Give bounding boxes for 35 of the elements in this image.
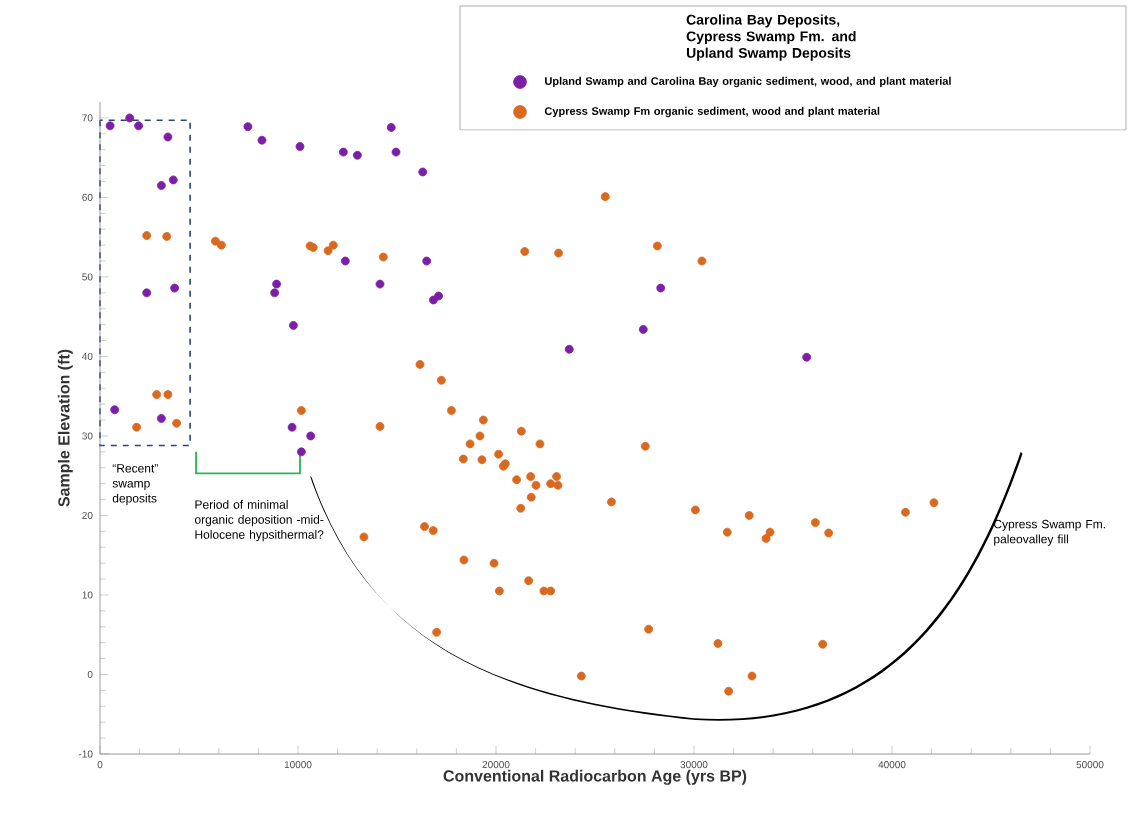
point: [168, 175, 178, 185]
point: [418, 167, 428, 177]
point: [170, 283, 180, 293]
point: [243, 122, 253, 132]
point: [340, 256, 350, 266]
point: [289, 321, 298, 330]
point: [287, 422, 297, 432]
point: [257, 135, 267, 145]
point: [375, 279, 385, 289]
point: [110, 405, 120, 415]
point: [163, 132, 173, 142]
point: [434, 291, 443, 301]
point: [270, 288, 280, 298]
point: [386, 123, 396, 132]
point: [156, 181, 166, 190]
y-axis-title: Sample Elevation (ft): [57, 349, 73, 507]
point: [429, 295, 438, 305]
point: [338, 147, 348, 157]
point: [802, 352, 812, 362]
point: [564, 344, 574, 354]
point: [105, 121, 115, 131]
point: [422, 256, 432, 266]
point: [272, 279, 282, 289]
point: [638, 325, 648, 334]
point: [142, 288, 152, 298]
point: [391, 147, 401, 157]
point: [125, 113, 135, 123]
point: [134, 121, 144, 131]
point: [353, 150, 362, 160]
point: [295, 142, 305, 151]
point: [296, 447, 306, 457]
x-axis-title: Conventional Radiocarbon Age (yrs BP): [443, 769, 747, 785]
point: [156, 414, 166, 423]
point: [306, 431, 316, 441]
point: [656, 283, 666, 293]
